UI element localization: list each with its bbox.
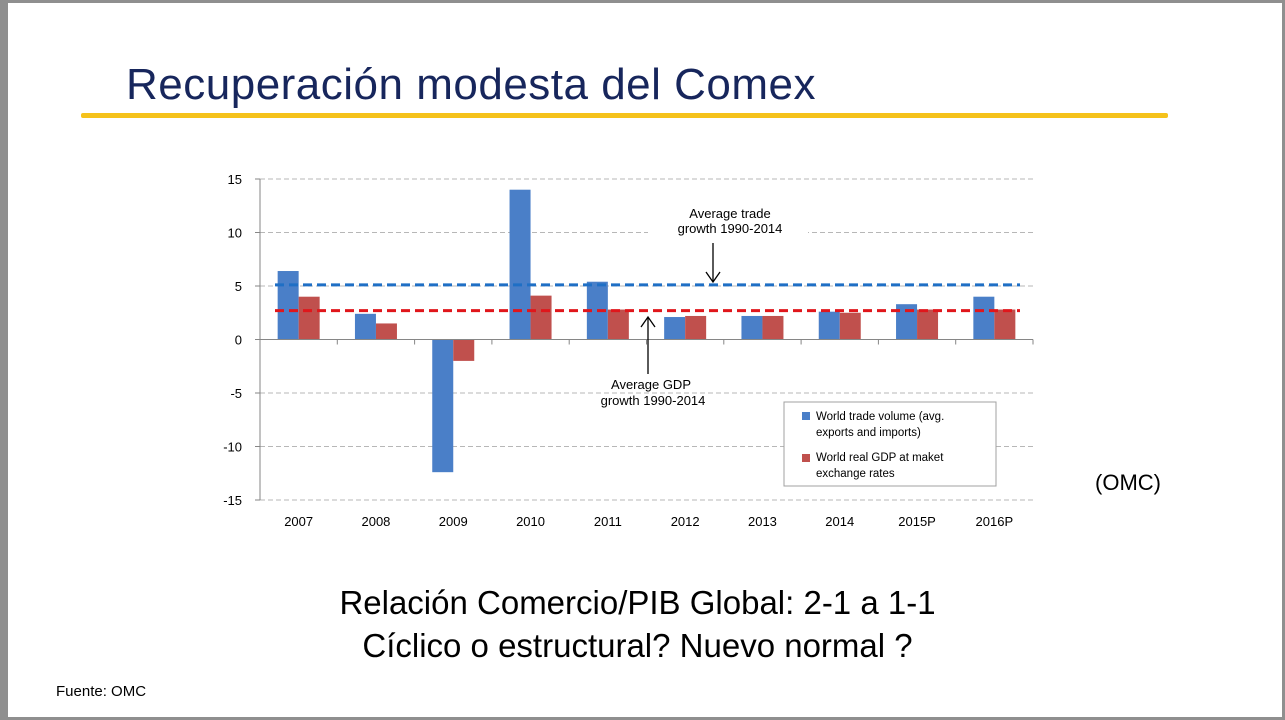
annotation-gdp-arrowhead [640, 315, 656, 328]
y-tick-label: -5 [230, 386, 242, 401]
y-tick-label: 5 [235, 279, 242, 294]
slide-title: Recuperación modesta del Comex [126, 60, 817, 109]
annotation-gdp-line-1: Average GDP [611, 377, 691, 392]
source-note: Fuente: OMC [56, 683, 147, 700]
bar-trade-volume [896, 304, 918, 340]
legend-swatch-gdp [802, 454, 810, 462]
x-tick-label: 2016P [976, 514, 1014, 529]
bar-trade-volume [354, 313, 376, 340]
x-tick-label: 2013 [748, 514, 777, 529]
x-tick-label: 2009 [439, 514, 468, 529]
title-underline [81, 113, 1168, 118]
bar-real-gdp [530, 295, 552, 340]
x-tick-label: 2014 [825, 514, 854, 529]
legend-label-gdp: exchange rates [816, 468, 895, 480]
bar-real-gdp [994, 309, 1016, 340]
legend-label-gdp: World real GDP at maket [816, 452, 944, 464]
bar-real-gdp [453, 339, 475, 361]
bar-trade-volume [432, 339, 454, 473]
bar-real-gdp [917, 309, 939, 340]
y-tick-label: 0 [235, 333, 242, 348]
y-tick-label: -15 [223, 493, 242, 508]
bar-trade-volume [664, 317, 686, 340]
annotation-trade-line-1: Average trade [689, 206, 770, 221]
question-statement: Cíclico o estructural? Nuevo normal ? [362, 627, 913, 664]
y-tick-label: -10 [223, 440, 242, 455]
bar-real-gdp [762, 315, 784, 340]
annotation-trade-arrowhead [705, 271, 721, 284]
bar-trade-volume [818, 311, 840, 340]
x-tick-label: 2015P [898, 514, 936, 529]
legend-label-trade: exports and imports) [816, 427, 921, 439]
bar-real-gdp [607, 309, 629, 340]
annotation-gdp-line-2: growth 1990-2014 [601, 393, 706, 408]
bar-real-gdp [375, 323, 397, 340]
bar-real-gdp [839, 312, 861, 340]
bar-trade-volume [509, 189, 531, 340]
ratio-statement: Relación Comercio/PIB Global: 2-1 a 1-1 [339, 584, 936, 621]
bar-trade-volume [741, 315, 763, 340]
x-tick-label: 2011 [594, 514, 622, 529]
y-tick-label: 10 [228, 226, 242, 241]
legend-box [783, 401, 997, 487]
omc-source-tag: (OMC) [1095, 470, 1161, 495]
legend-swatch-trade [802, 412, 810, 420]
x-tick-label: 2012 [671, 514, 700, 529]
x-tick-label: 2010 [516, 514, 545, 529]
y-tick-label: 15 [228, 172, 242, 187]
bar-real-gdp [685, 315, 707, 340]
bar-trade-volume [973, 296, 995, 340]
x-tick-label: 2008 [361, 514, 390, 529]
bar-real-gdp [298, 296, 320, 340]
x-tick-label: 2007 [284, 514, 313, 529]
annotation-trade-line-2: growth 1990-2014 [678, 221, 783, 236]
legend-label-trade: World trade volume (avg. [816, 411, 944, 423]
annotation-background [648, 204, 808, 238]
bar-trade-volume [277, 271, 299, 340]
